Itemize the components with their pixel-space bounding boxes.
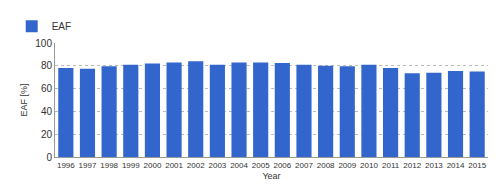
svg-text:2006: 2006 xyxy=(273,161,291,170)
svg-text:2003: 2003 xyxy=(208,161,226,170)
svg-text:1999: 1999 xyxy=(122,161,140,170)
svg-text:80: 80 xyxy=(41,60,53,71)
svg-text:1996: 1996 xyxy=(57,161,75,170)
svg-text:60: 60 xyxy=(41,83,53,94)
svg-text:2002: 2002 xyxy=(187,161,205,170)
svg-text:2015: 2015 xyxy=(468,161,486,170)
svg-text:Year: Year xyxy=(262,171,280,181)
svg-text:EAF [%]: EAF [%] xyxy=(19,83,29,116)
svg-text:EAF: EAF xyxy=(52,21,71,32)
svg-text:1997: 1997 xyxy=(79,161,97,170)
svg-text:2010: 2010 xyxy=(360,161,378,170)
svg-text:2005: 2005 xyxy=(252,161,270,170)
svg-text:2014: 2014 xyxy=(447,161,465,170)
svg-text:2008: 2008 xyxy=(317,161,335,170)
svg-text:40: 40 xyxy=(41,106,53,117)
svg-text:20: 20 xyxy=(41,129,53,140)
svg-text:2009: 2009 xyxy=(338,161,356,170)
svg-text:100: 100 xyxy=(35,38,52,49)
svg-text:2007: 2007 xyxy=(295,161,313,170)
svg-text:2013: 2013 xyxy=(425,161,443,170)
svg-text:2011: 2011 xyxy=(382,161,400,170)
svg-text:2004: 2004 xyxy=(230,161,248,170)
svg-text:2000: 2000 xyxy=(144,161,162,170)
svg-text:1998: 1998 xyxy=(100,161,118,170)
svg-text:2012: 2012 xyxy=(403,161,421,170)
svg-text:2001: 2001 xyxy=(165,161,183,170)
svg-text:0: 0 xyxy=(46,152,52,163)
